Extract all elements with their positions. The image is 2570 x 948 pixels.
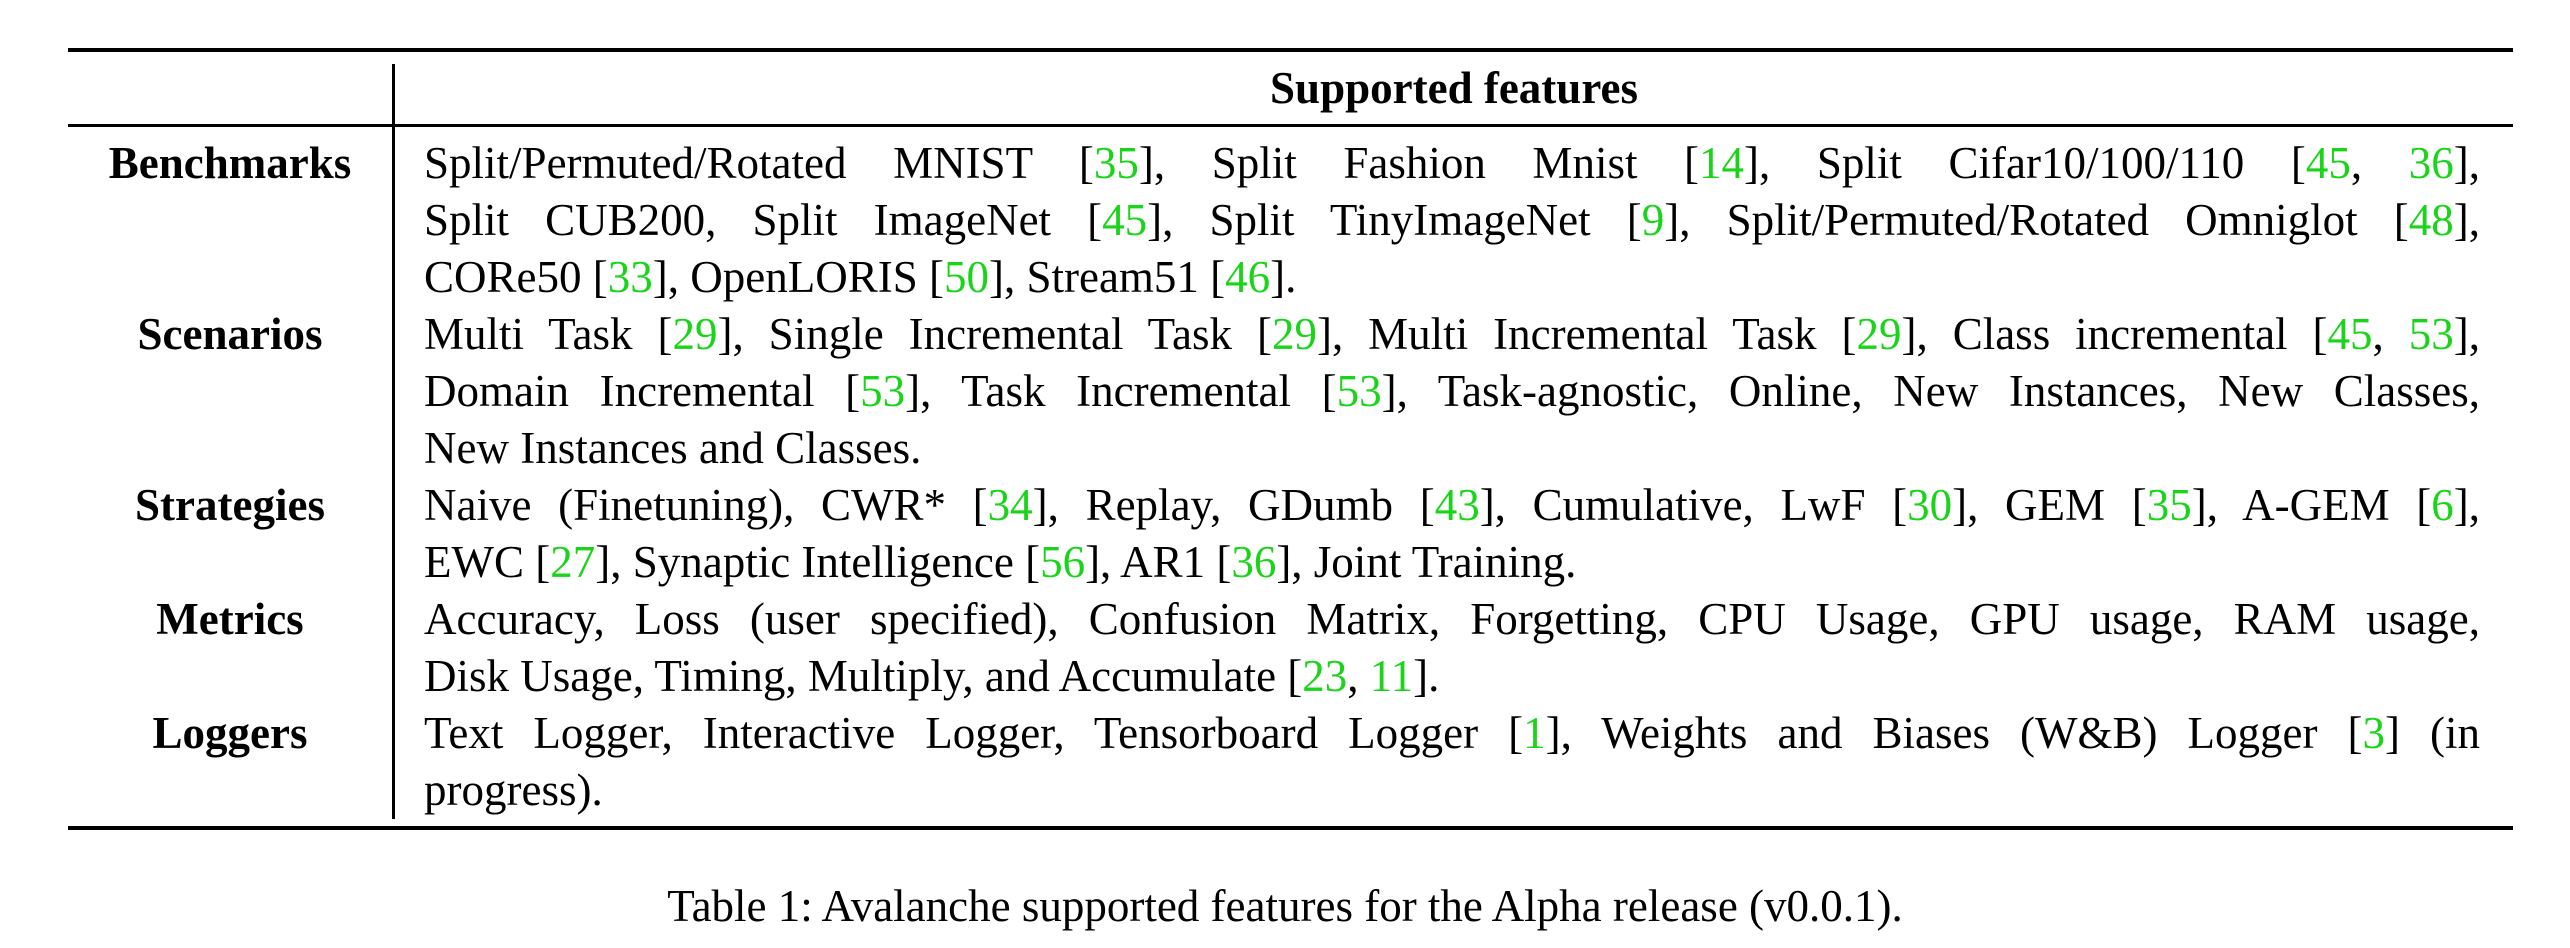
- row-label-scenarios: Scenarios: [137, 309, 323, 359]
- citation-link[interactable]: 33: [607, 252, 653, 302]
- row-content-strategies: Naive (Finetuning), CWR* [34], Replay, G…: [424, 477, 2480, 591]
- citation-link[interactable]: 29: [672, 309, 718, 359]
- table-caption: Table 1: Avalanche supported features fo…: [667, 881, 1903, 931]
- citation-link[interactable]: 35: [2146, 480, 2192, 530]
- row-content-scenarios: Multi Task [29], Single Incremental Task…: [424, 306, 2480, 477]
- feature-line: progress).: [424, 765, 603, 815]
- citation-link[interactable]: 36: [2408, 138, 2454, 188]
- citation-link[interactable]: 29: [1856, 309, 1902, 359]
- citation-link[interactable]: 1: [1523, 708, 1546, 758]
- citation-link[interactable]: 35: [1093, 138, 1139, 188]
- table-header-supported-features: Supported features: [1270, 63, 1638, 113]
- citation-link[interactable]: 36: [1231, 537, 1277, 587]
- row-label-metrics: Metrics: [156, 594, 304, 644]
- feature-line: Multi Task [29], Single Incremental Task…: [424, 309, 2481, 359]
- row-content-benchmarks: Split/Permuted/Rotated MNIST [35], Split…: [424, 135, 2480, 306]
- citation-link[interactable]: 45: [1102, 195, 1148, 245]
- citation-link[interactable]: 3: [2362, 708, 2385, 758]
- table-top-rule: [68, 48, 2513, 52]
- citation-link[interactable]: 27: [550, 537, 596, 587]
- citation-link[interactable]: 53: [860, 366, 906, 416]
- feature-line: Disk Usage, Timing, Multiply, and Accumu…: [424, 651, 1440, 701]
- feature-line: CORe50 [33], OpenLORIS [50], Stream51 [4…: [424, 252, 1297, 302]
- feature-line: Text Logger, Interactive Logger, Tensorb…: [424, 708, 2480, 758]
- citation-link[interactable]: 30: [1907, 480, 1953, 530]
- row-content-metrics: Accuracy, Loss (user specified), Confusi…: [424, 591, 2480, 705]
- citation-link[interactable]: 45: [2327, 309, 2373, 359]
- row-content-loggers: Text Logger, Interactive Logger, Tensorb…: [424, 705, 2480, 819]
- feature-line: Domain Incremental [53], Task Incrementa…: [424, 366, 2481, 416]
- citation-link[interactable]: 53: [2408, 309, 2454, 359]
- feature-line: Accuracy, Loss (user specified), Confusi…: [424, 594, 2480, 644]
- feature-line: New Instances and Classes.: [424, 423, 922, 473]
- citation-link[interactable]: 23: [1302, 651, 1348, 701]
- citation-link[interactable]: 56: [1040, 537, 1086, 587]
- citation-link[interactable]: 14: [1699, 138, 1745, 188]
- row-label-benchmarks: Benchmarks: [108, 138, 352, 188]
- row-label-strategies: Strategies: [135, 480, 325, 530]
- table-column-divider: [392, 64, 395, 819]
- feature-line: Split CUB200, Split ImageNet [45], Split…: [424, 195, 2480, 245]
- feature-line: EWC [27], Synaptic Intelligence [56], AR…: [424, 537, 1577, 587]
- citation-link[interactable]: 53: [1336, 366, 1382, 416]
- citation-link[interactable]: 48: [2408, 195, 2454, 245]
- table-header-rule: [68, 124, 2513, 127]
- row-label-loggers: Loggers: [152, 708, 308, 758]
- citation-link[interactable]: 34: [987, 480, 1033, 530]
- citation-link[interactable]: 46: [1225, 252, 1271, 302]
- citation-link[interactable]: 11: [1369, 651, 1414, 701]
- citation-link[interactable]: 29: [1271, 309, 1317, 359]
- citation-link[interactable]: 45: [2305, 138, 2351, 188]
- citation-link[interactable]: 50: [943, 252, 989, 302]
- feature-line: Split/Permuted/Rotated MNIST [35], Split…: [424, 138, 2480, 188]
- citation-link[interactable]: 9: [1641, 195, 1665, 245]
- table-bottom-rule: [68, 826, 2513, 830]
- feature-line: Naive (Finetuning), CWR* [34], Replay, G…: [424, 480, 2481, 530]
- citation-link[interactable]: 6: [2431, 480, 2454, 530]
- citation-link[interactable]: 43: [1434, 480, 1480, 530]
